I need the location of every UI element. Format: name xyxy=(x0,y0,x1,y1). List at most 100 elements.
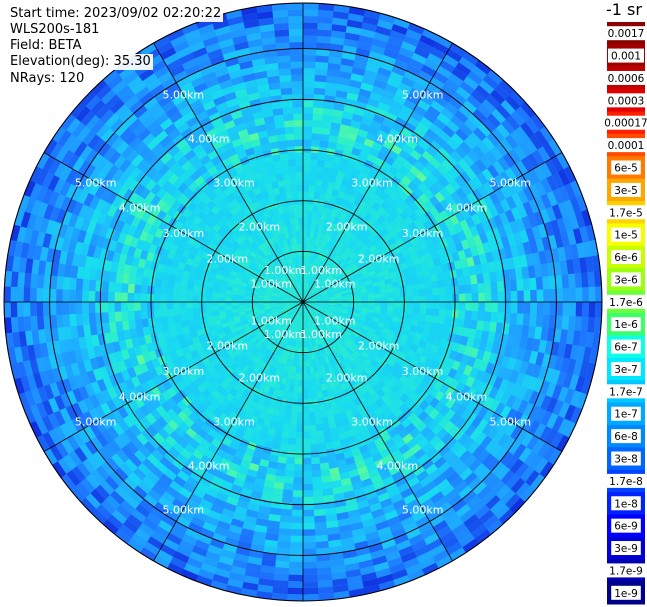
field-cell xyxy=(303,133,313,140)
field-cell xyxy=(326,242,333,250)
field-cell xyxy=(321,308,328,312)
field-cell xyxy=(324,214,332,222)
field-cell xyxy=(540,395,552,411)
field-cell xyxy=(321,279,328,285)
field-cell xyxy=(308,304,315,308)
field-cell xyxy=(286,224,292,233)
field-cell xyxy=(421,230,431,241)
field-cell xyxy=(413,104,428,117)
field-cell xyxy=(316,273,321,281)
field-cell xyxy=(303,282,306,290)
field-cell xyxy=(460,239,470,250)
field-cell xyxy=(350,406,360,415)
field-cell xyxy=(229,216,238,225)
field-cell xyxy=(330,280,337,286)
field-cell xyxy=(403,323,412,331)
field-cell xyxy=(257,299,265,302)
field-cell xyxy=(300,308,302,315)
field-cell xyxy=(440,432,453,445)
field-cell xyxy=(142,352,152,363)
field-cell xyxy=(238,171,248,181)
field-cell xyxy=(333,254,340,262)
field-cell xyxy=(404,397,415,408)
field-cell xyxy=(213,278,222,285)
field-cell xyxy=(469,428,482,442)
field-cell xyxy=(421,133,435,146)
field-cell xyxy=(78,336,87,350)
field-cell xyxy=(225,496,239,507)
field-cell xyxy=(444,78,460,92)
field-cell xyxy=(250,456,261,466)
field-cell xyxy=(271,367,278,375)
field-cell xyxy=(229,340,238,349)
field-cell xyxy=(233,279,242,286)
field-cell xyxy=(398,545,415,557)
field-cell xyxy=(339,530,354,540)
field-cell xyxy=(257,375,265,384)
field-cell xyxy=(233,315,241,321)
field-cell xyxy=(413,295,420,303)
field-cell xyxy=(264,56,279,65)
field-cell xyxy=(338,369,346,378)
field-cell xyxy=(120,348,130,361)
field-cell xyxy=(282,423,291,432)
field-cell xyxy=(199,527,215,539)
field-cell xyxy=(333,413,342,422)
field-cell xyxy=(430,273,438,282)
field-cell xyxy=(355,325,363,332)
field-cell xyxy=(300,308,303,315)
field-cell xyxy=(400,334,409,342)
field-cell xyxy=(419,116,434,129)
field-cell xyxy=(333,379,341,387)
field-cell xyxy=(145,202,156,215)
field-cell xyxy=(221,437,233,447)
field-cell xyxy=(374,421,385,432)
field-cell xyxy=(295,230,300,238)
field-cell xyxy=(185,338,194,347)
field-cell xyxy=(179,104,193,117)
field-cell xyxy=(90,380,102,395)
field-cell xyxy=(298,308,301,315)
field-cell xyxy=(129,424,142,437)
field-cell xyxy=(255,265,263,272)
field-cell xyxy=(322,296,329,299)
field-cell xyxy=(176,453,189,466)
field-cell xyxy=(289,418,297,426)
field-cell xyxy=(347,414,356,424)
field-cell xyxy=(409,443,422,455)
field-cell xyxy=(189,265,198,274)
field-cell xyxy=(193,278,202,286)
field-cell xyxy=(343,332,351,339)
field-cell xyxy=(525,337,535,351)
field-cell xyxy=(277,534,291,543)
field-cell xyxy=(528,183,541,200)
field-cell xyxy=(127,292,135,302)
field-cell xyxy=(86,244,96,258)
field-cell xyxy=(152,217,163,229)
field-cell xyxy=(429,206,440,218)
field-cell xyxy=(196,459,209,471)
field-cell xyxy=(433,180,445,192)
field-cell xyxy=(208,325,217,333)
field-cell xyxy=(43,274,51,289)
beta-field-layer xyxy=(4,3,602,601)
field-cell xyxy=(188,154,200,166)
field-cell xyxy=(49,382,61,398)
field-cell xyxy=(324,88,337,97)
field-cell xyxy=(358,444,370,454)
field-cell xyxy=(293,126,304,134)
field-cell xyxy=(311,311,317,317)
field-cell xyxy=(298,289,301,296)
field-cell xyxy=(343,172,353,181)
field-cell xyxy=(299,353,303,361)
field-cell xyxy=(265,533,279,542)
field-cell xyxy=(215,491,229,503)
field-cell xyxy=(228,379,238,388)
field-cell xyxy=(37,260,47,275)
field-cell xyxy=(57,263,66,277)
field-cell xyxy=(214,67,229,78)
field-cell xyxy=(335,297,342,301)
field-cell xyxy=(134,318,143,329)
field-cell xyxy=(519,336,528,350)
field-cell xyxy=(186,295,193,302)
